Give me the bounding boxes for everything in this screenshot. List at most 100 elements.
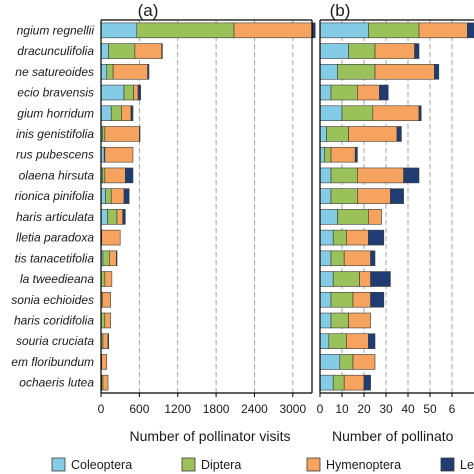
species-label: ecio bravensis <box>17 86 94 100</box>
panel-a-bar-diptera <box>101 167 106 184</box>
species-label: haris articulata <box>16 210 94 224</box>
panel-b-bar-coleoptera <box>319 167 332 184</box>
panel-a-bar-lepidoptera <box>161 43 163 59</box>
panel-b-bar-hymenoptera <box>352 291 371 308</box>
panel-a-x-tick-label: 2400 <box>241 402 268 416</box>
panel-a-bar-diptera <box>123 84 134 101</box>
panel-b-x-tick-label: 0 <box>317 402 324 416</box>
species-label: inis genistifolia <box>16 127 94 141</box>
panel-a-bar-hymenoptera <box>110 188 125 204</box>
panel-b-bar-diptera <box>332 271 360 287</box>
panel-b-bar-lepidoptera <box>370 250 376 267</box>
panel-b-bar-diptera <box>330 250 345 267</box>
panel-b-bar-hymenoptera <box>357 188 391 204</box>
panel-b-x-tick-label: 50 <box>423 402 437 416</box>
panel-a-bar-hymenoptera <box>121 105 132 122</box>
panel-b-bar-coleoptera <box>319 229 334 246</box>
panel-a-x-tick-label: 1200 <box>164 402 191 416</box>
panel-a-bar-diptera <box>136 22 235 39</box>
panel-b-bar-lepidoptera <box>414 43 420 59</box>
panel-a-x-tick-label: 1800 <box>203 402 230 416</box>
panel-b-bar-diptera <box>348 43 376 59</box>
species-label: la tweedieana <box>20 272 94 286</box>
panel-a-bar-hymenoptera <box>101 354 108 370</box>
panel-b-bar-hymenoptera <box>352 354 376 370</box>
panel-a-x-tick-label: 3000 <box>279 402 306 416</box>
panel-b-bar-diptera <box>368 22 420 39</box>
panel-a-bar-hymenoptera <box>101 229 121 246</box>
panel-a-bar-lepidoptera <box>147 64 150 80</box>
panel-a-bar-lepidoptera <box>123 188 130 204</box>
panel-b-bar-coleoptera <box>319 43 349 59</box>
panel-a-bar-hymenoptera <box>102 374 109 391</box>
panel-a-bar-coleoptera <box>100 209 108 225</box>
panel-b-bar-hymenoptera <box>343 250 371 267</box>
panel-b-bar-lepidoptera <box>370 271 391 287</box>
panel-b-chart: 0 10 20 30 40 50 6 <box>317 19 474 416</box>
species-label: ngium regnellii <box>17 23 95 37</box>
panel-b-bar-lepidoptera <box>368 229 385 246</box>
panel-a-bar-lepidoptera <box>116 250 118 267</box>
panel-a-bar-lepidoptera <box>137 84 141 101</box>
panel-b-bar-hymenoptera <box>374 64 435 80</box>
panel-a-bar-diptera <box>101 126 106 142</box>
panel-b-bar-coleoptera <box>319 250 332 267</box>
panel-a-bar-coleoptera <box>100 64 108 80</box>
panel-a-bar-hymenoptera <box>104 126 140 142</box>
panel-b-bar-coleoptera <box>319 333 330 349</box>
panel-a-bar-diptera <box>107 209 118 225</box>
panel-b-bar-lepidoptera <box>467 22 474 39</box>
panel-b-bar-hymenoptera <box>374 43 415 59</box>
panel-a-bar-hymenoptera <box>104 271 113 287</box>
panel-b-bar-hymenoptera <box>418 22 468 39</box>
panel-a-bar-hymenoptera <box>101 291 111 308</box>
panel-a-bar-diptera <box>102 250 110 267</box>
panel-b-bar-hymenoptera <box>359 271 371 287</box>
panel-b-bar-diptera <box>332 229 347 246</box>
panel-b-x-tick-label: 40 <box>401 402 415 416</box>
panel-b-label: (b) <box>330 1 351 20</box>
legend-label-diptera: Diptera <box>201 458 241 472</box>
panel-b-bar-diptera <box>326 126 349 142</box>
panel-b-bar-hymenoptera <box>357 84 380 101</box>
panel-b-bar-hymenoptera <box>343 374 365 391</box>
panel-b-bar-hymenoptera <box>348 312 371 329</box>
panel-a-bar-hymenoptera <box>109 250 117 267</box>
panel-b-bar-coleoptera <box>319 146 325 163</box>
panel-b-bar-lepidoptera <box>396 126 402 142</box>
panel-b-bar-diptera <box>337 209 369 225</box>
panel-b-bar-diptera <box>330 167 358 184</box>
legend-swatch-coleoptera <box>51 457 66 472</box>
species-label: rionica pinifolia <box>15 189 95 203</box>
species-label: olaena hirsuta <box>19 168 95 182</box>
panel-b-bar-diptera <box>332 374 345 391</box>
panel-b-bar-lepidoptera <box>370 291 385 308</box>
panel-b-bar-lepidoptera <box>418 105 422 122</box>
panel-b-bar-coleoptera <box>319 209 338 225</box>
panel-b-bar-hymenoptera <box>372 105 420 122</box>
panel-b-bar-coleoptera <box>319 291 332 308</box>
legend: Coleoptera Diptera Hymenoptera Lepidoptera <box>51 457 474 472</box>
panel-b-bar-diptera <box>330 291 354 308</box>
species-label: gium horridum <box>17 106 94 120</box>
species-label: em floribundum <box>11 355 94 369</box>
panel-a-bar-diptera <box>108 43 136 59</box>
panel-b-bar-diptera <box>339 354 354 370</box>
panel-b-bar-coleoptera <box>319 271 334 287</box>
panel-b-bar-diptera <box>330 312 349 329</box>
panel-b-bar-coleoptera <box>319 354 341 370</box>
panel-a-bar-lepidoptera <box>139 126 141 142</box>
panel-a-bar-lepidoptera <box>122 209 126 225</box>
panel-a-bar-hymenoptera <box>112 64 148 80</box>
panel-a-bar-coleoptera <box>100 105 112 122</box>
species-label: dracunculifolia <box>17 44 94 58</box>
panel-b-x-tick-label: 6 <box>449 402 456 416</box>
panel-a-bar-lepidoptera <box>130 105 134 122</box>
panel-b-bar-hymenoptera <box>346 333 369 349</box>
panel-b-bar-lepidoptera <box>363 374 371 391</box>
panel-b-bar-coleoptera <box>319 105 343 122</box>
legend-label-hymenoptera: Hymenoptera <box>326 458 401 472</box>
legend-swatch-diptera <box>181 457 196 472</box>
species-label: rus pubescens <box>16 148 94 162</box>
